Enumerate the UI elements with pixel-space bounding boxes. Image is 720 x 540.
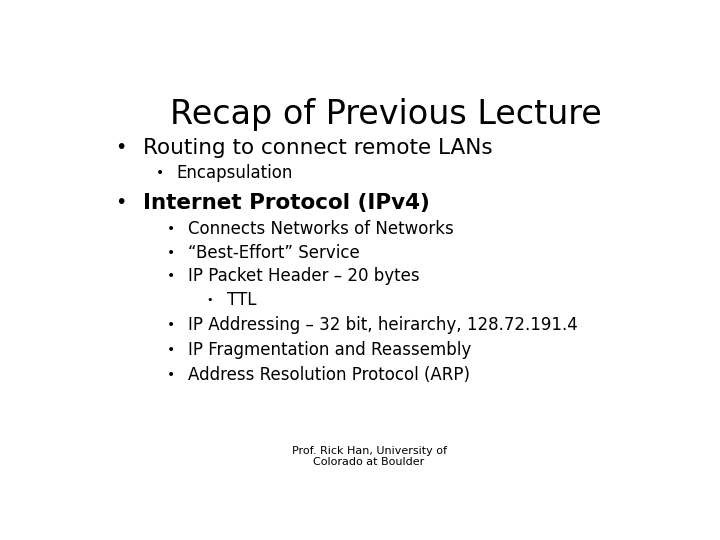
Text: TTL: TTL xyxy=(227,291,256,309)
Text: •: • xyxy=(167,269,175,284)
Text: •: • xyxy=(167,222,175,236)
Text: IP Addressing – 32 bit, heirarchy, 128.72.191.4: IP Addressing – 32 bit, heirarchy, 128.7… xyxy=(188,316,577,334)
Text: IP Fragmentation and Reassembly: IP Fragmentation and Reassembly xyxy=(188,341,471,359)
Text: IP Packet Header – 20 bytes: IP Packet Header – 20 bytes xyxy=(188,267,419,286)
Text: “Best-Effort” Service: “Best-Effort” Service xyxy=(188,244,359,262)
Text: •: • xyxy=(207,295,213,305)
Text: Recap of Previous Lecture: Recap of Previous Lecture xyxy=(170,98,602,131)
Text: Address Resolution Protocol (ARP): Address Resolution Protocol (ARP) xyxy=(188,366,469,384)
Text: •: • xyxy=(115,193,127,212)
Text: Internet Protocol (IPv4): Internet Protocol (IPv4) xyxy=(143,193,430,213)
Text: •: • xyxy=(167,318,175,332)
Text: Connects Networks of Networks: Connects Networks of Networks xyxy=(188,220,454,238)
Text: •: • xyxy=(167,246,175,260)
Text: Encapsulation: Encapsulation xyxy=(176,164,293,182)
Text: Routing to connect remote LANs: Routing to connect remote LANs xyxy=(143,138,492,158)
Text: •: • xyxy=(115,138,127,158)
Text: •: • xyxy=(167,343,175,357)
Text: •: • xyxy=(156,166,164,180)
Text: •: • xyxy=(167,368,175,382)
Text: Prof. Rick Han, University of
Colorado at Boulder: Prof. Rick Han, University of Colorado a… xyxy=(292,446,446,467)
